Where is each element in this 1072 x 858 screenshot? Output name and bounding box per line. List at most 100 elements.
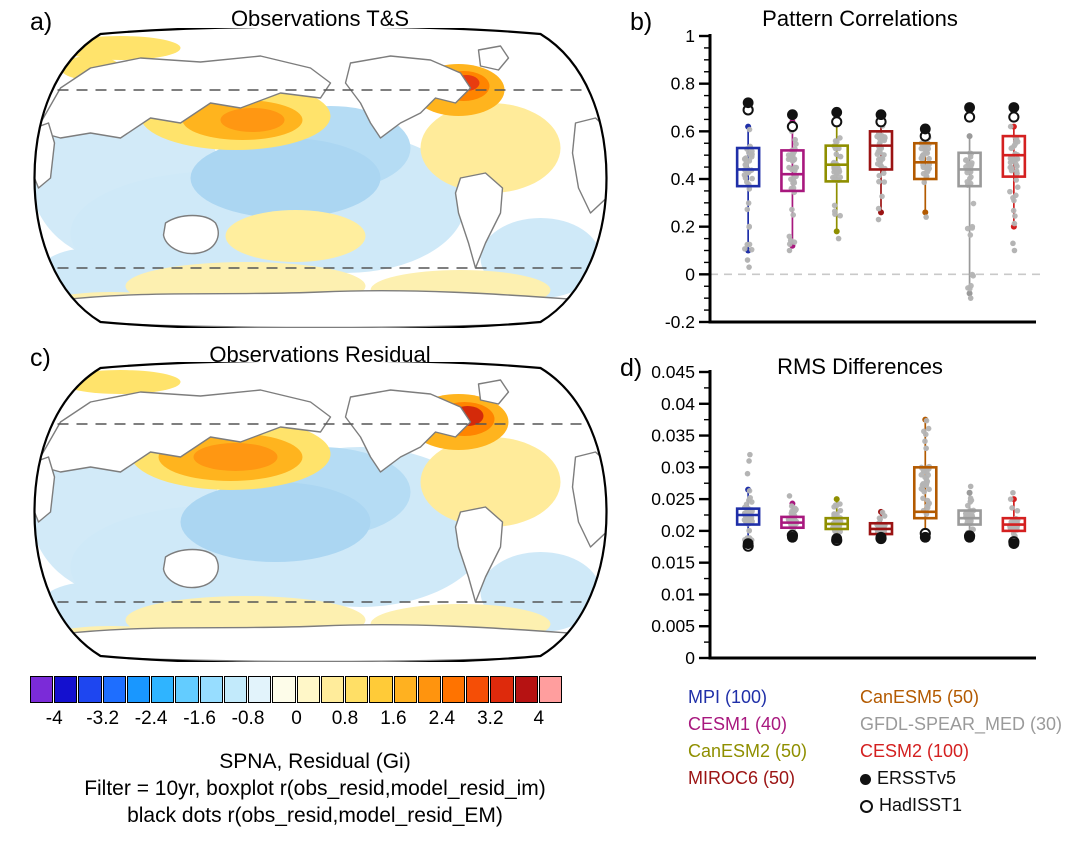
- caption-line-1: SPNA, Residual (Gi): [219, 750, 411, 773]
- continent-outline: [34, 456, 56, 523]
- panel-b-title: Pattern Correlations: [762, 6, 958, 31]
- hadisst1-dot: [963, 111, 976, 123]
- panel-b-label: b): [630, 8, 653, 36]
- continent-outline: [162, 548, 219, 589]
- colorbar-cell: [369, 676, 393, 703]
- legend-column-1: MPI (100) CESM1 (40) CanESM2 (50) MIROC6 (5…: [688, 684, 807, 792]
- ersstv5-dot: [964, 102, 975, 113]
- boxplot-cesm1: [780, 493, 805, 543]
- caption-line-3: black dots r(obs_resid,model_resid_EM): [127, 804, 503, 827]
- colorbar-cell: [248, 676, 272, 703]
- legend-label: HadISST1: [879, 795, 963, 815]
- colorbar-tick-label: -3.2: [86, 708, 120, 729]
- continent-outline: [344, 55, 472, 139]
- colorbar-cell: [538, 676, 563, 703]
- hadisst1-dot: [1008, 111, 1020, 123]
- ersstv5-dot: [875, 109, 887, 121]
- legend-item-canesm5-50-: CanESM5 (50): [860, 684, 1062, 711]
- legend-item-gfdl-spear-med-30-: GFDL-SPEAR_MED (30): [860, 711, 1062, 738]
- panel-a-label: a): [30, 8, 53, 36]
- boxplot-canesm5: [912, 416, 938, 543]
- boxplot-canesm2: [824, 496, 850, 547]
- world-map-observations-ts: [33, 28, 608, 328]
- legend-label: CanESM5 (50): [860, 687, 980, 707]
- legend-item-cesm2-100-: CESM2 (100): [860, 738, 1062, 765]
- legend-label: GFDL-SPEAR_MED (30): [860, 714, 1063, 734]
- rms-differences-boxplot: 0 0.005 0.01 0.015 0.02 0.025 0.03 0.035 0.04 0.0…: [651, 362, 1036, 668]
- continent-outline: [49, 290, 592, 328]
- colorbar-cell: [54, 676, 78, 703]
- hadisst1-dot: [786, 120, 799, 133]
- colorbar-tick-label: -2.4: [134, 708, 168, 729]
- colorbar-tick-label: 3.2: [477, 708, 504, 729]
- continent-outline: [49, 624, 592, 662]
- colorbar-cell: [296, 676, 320, 703]
- continent-outline: [39, 55, 332, 139]
- svg-text:0: 0: [685, 648, 695, 668]
- svg-text:0.01: 0.01: [661, 584, 695, 604]
- colorbar-cell: [320, 676, 345, 703]
- ersstv5-dot: [919, 123, 931, 135]
- colorbar-cell: [102, 676, 126, 703]
- colorbar-cell: [417, 676, 441, 703]
- legend-item-miroc6-50-: MIROC6 (50): [688, 765, 807, 792]
- boxplot-cesm1: [780, 109, 805, 254]
- legend-item-cesm1-40-: CESM1 (40): [688, 711, 807, 738]
- ersstv5-dot: [1008, 538, 1020, 549]
- legend-label: ERSSTv5: [877, 768, 957, 788]
- boxplot-cesm2: [1001, 102, 1027, 254]
- continent-outline: [162, 214, 219, 255]
- caption-line-2: Filter = 10yr, boxplot r(obs_resid,model…: [84, 777, 546, 800]
- colorbar-cell: [466, 676, 490, 703]
- boxplot-miroc6: [868, 109, 894, 223]
- colorbar-cell: [272, 676, 296, 703]
- svg-text:0.025: 0.025: [651, 489, 695, 509]
- legend-item-mpi-100-: MPI (100): [688, 684, 807, 711]
- ersstv5-dot: [1008, 102, 1020, 113]
- pattern-correlations-boxplot: -0.2 0 0.2 0.4 0.6 0.8 1: [665, 26, 1044, 332]
- boxplot-gfdl-spear_med: [957, 483, 982, 543]
- panel-a-title: Observations T&S: [230, 6, 410, 31]
- boxplot-gfdl-spear_med: [957, 102, 982, 301]
- colorbar-tick-label: -4: [45, 708, 63, 729]
- boxplot-mpi: [735, 97, 761, 270]
- boxplot-canesm5: [912, 123, 938, 220]
- colorbar-cell: [223, 676, 248, 703]
- colorbar-tick-label: 4: [533, 708, 545, 729]
- svg-text:0.6: 0.6: [671, 121, 695, 141]
- boxplot-miroc6: [868, 508, 894, 545]
- world-map-observations-residual: [33, 362, 608, 662]
- ersstv5-dot: [787, 109, 798, 121]
- colorbar-cell: [175, 676, 199, 703]
- continent-outline: [454, 172, 504, 269]
- legend-item-ersstv5: ERSSTv5: [860, 765, 1062, 792]
- ersstv5-dot: [742, 97, 754, 109]
- colorbar-tick-label: 1.6: [380, 708, 407, 729]
- colorbar-cell: [151, 676, 175, 703]
- figure-caption: SPNA, Residual (Gi) Filter = 10yr, boxpl…: [5, 748, 625, 829]
- colorbar-cell: [30, 676, 54, 703]
- legend-item-canesm2-50-: CanESM2 (50): [688, 738, 807, 765]
- svg-text:1: 1: [685, 26, 695, 46]
- colorbar: [30, 676, 563, 703]
- svg-text:0.035: 0.035: [651, 426, 695, 446]
- colorbar-cell: [126, 676, 151, 703]
- legend-item-hadisst1: HadISST1: [860, 792, 1062, 819]
- continent-outline: [344, 389, 472, 473]
- legend-label: CanESM2 (50): [688, 741, 808, 761]
- continent-outline: [477, 45, 510, 71]
- svg-text:0.015: 0.015: [651, 553, 695, 573]
- ersstv5-dot: [875, 531, 887, 543]
- ersstv5-dot: [964, 531, 975, 543]
- hadisst1-dot: [831, 116, 843, 128]
- colorbar-tick-labels: -4 -3.2 -2.4 -1.6 -0.8 0 0.8 1.6 2.4 3.2 4: [30, 708, 563, 732]
- legend-label: MIROC6 (50): [688, 768, 796, 788]
- panel-c-label: c): [30, 344, 51, 372]
- svg-text:0.2: 0.2: [671, 217, 695, 237]
- colorbar-cell: [393, 676, 417, 703]
- boxplot-mpi: [735, 451, 761, 552]
- colorbar-tick-label: 2.4: [428, 708, 456, 729]
- continent-outline: [477, 379, 510, 405]
- ersstv5-dot: [742, 538, 754, 549]
